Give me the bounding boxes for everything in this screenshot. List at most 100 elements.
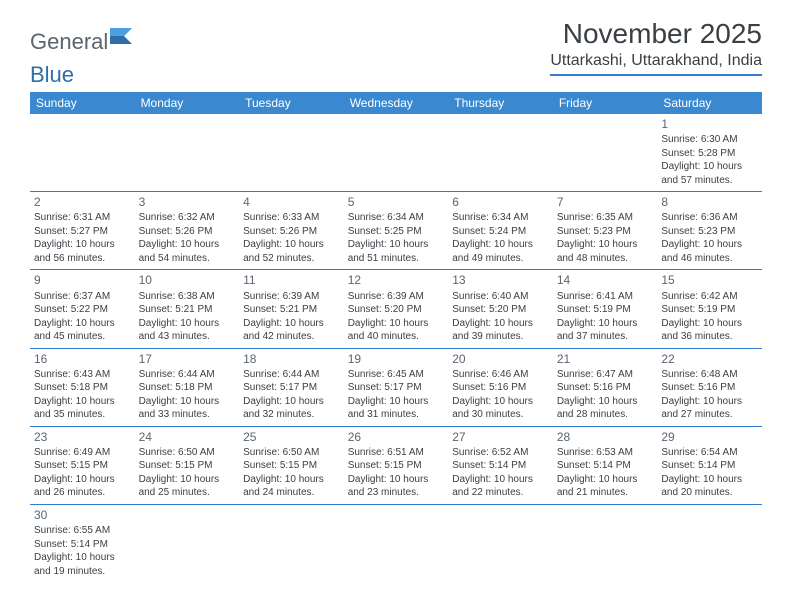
daylight-line: Daylight: 10 hours and 23 minutes. [348, 473, 445, 500]
daylight-line: Daylight: 10 hours and 57 minutes. [661, 160, 758, 187]
sunrise-line: Sunrise: 6:33 AM [243, 211, 340, 225]
daylight-line: Daylight: 10 hours and 45 minutes. [34, 317, 131, 344]
daylight-line: Daylight: 10 hours and 33 minutes. [139, 395, 236, 422]
calendar-table: Sunday Monday Tuesday Wednesday Thursday… [30, 92, 762, 582]
sunset-line: Sunset: 5:26 PM [243, 225, 340, 239]
daylight-line: Daylight: 10 hours and 27 minutes. [661, 395, 758, 422]
sunset-line: Sunset: 5:23 PM [557, 225, 654, 239]
sunset-line: Sunset: 5:27 PM [34, 225, 131, 239]
sunset-line: Sunset: 5:23 PM [661, 225, 758, 239]
calendar-row: 1Sunrise: 6:30 AMSunset: 5:28 PMDaylight… [30, 114, 762, 192]
day-cell: 2Sunrise: 6:31 AMSunset: 5:27 PMDaylight… [30, 192, 135, 270]
daylight-line: Daylight: 10 hours and 43 minutes. [139, 317, 236, 344]
sunrise-line: Sunrise: 6:38 AM [139, 290, 236, 304]
day-cell: 7Sunrise: 6:35 AMSunset: 5:23 PMDaylight… [553, 192, 658, 270]
day-number: 20 [452, 351, 549, 367]
sunrise-line: Sunrise: 6:50 AM [243, 446, 340, 460]
day-cell: 14Sunrise: 6:41 AMSunset: 5:19 PMDayligh… [553, 270, 658, 348]
sunset-line: Sunset: 5:18 PM [34, 381, 131, 395]
day-number: 11 [243, 272, 340, 288]
sunrise-line: Sunrise: 6:44 AM [243, 368, 340, 382]
sunset-line: Sunset: 5:19 PM [661, 303, 758, 317]
day-number: 7 [557, 194, 654, 210]
day-cell: 16Sunrise: 6:43 AMSunset: 5:18 PMDayligh… [30, 348, 135, 426]
day-cell: 28Sunrise: 6:53 AMSunset: 5:14 PMDayligh… [553, 426, 658, 504]
sunrise-line: Sunrise: 6:39 AM [348, 290, 445, 304]
day-number: 16 [34, 351, 131, 367]
daylight-line: Daylight: 10 hours and 36 minutes. [661, 317, 758, 344]
col-tuesday: Tuesday [239, 92, 344, 114]
day-number: 27 [452, 429, 549, 445]
day-number: 1 [661, 116, 758, 132]
daylight-line: Daylight: 10 hours and 28 minutes. [557, 395, 654, 422]
sunrise-line: Sunrise: 6:52 AM [452, 446, 549, 460]
calendar-body: 1Sunrise: 6:30 AMSunset: 5:28 PMDaylight… [30, 114, 762, 582]
sunset-line: Sunset: 5:21 PM [139, 303, 236, 317]
daylight-line: Daylight: 10 hours and 54 minutes. [139, 238, 236, 265]
day-cell: 30Sunrise: 6:55 AMSunset: 5:14 PMDayligh… [30, 504, 135, 582]
empty-cell [239, 504, 344, 582]
sunset-line: Sunset: 5:25 PM [348, 225, 445, 239]
day-cell: 20Sunrise: 6:46 AMSunset: 5:16 PMDayligh… [448, 348, 553, 426]
daylight-line: Daylight: 10 hours and 35 minutes. [34, 395, 131, 422]
day-cell: 11Sunrise: 6:39 AMSunset: 5:21 PMDayligh… [239, 270, 344, 348]
day-number: 9 [34, 272, 131, 288]
sunrise-line: Sunrise: 6:35 AM [557, 211, 654, 225]
daylight-line: Daylight: 10 hours and 56 minutes. [34, 238, 131, 265]
day-number: 4 [243, 194, 340, 210]
daylight-line: Daylight: 10 hours and 32 minutes. [243, 395, 340, 422]
day-number: 8 [661, 194, 758, 210]
logo-text-general: General [30, 29, 108, 55]
sunset-line: Sunset: 5:17 PM [348, 381, 445, 395]
daylight-line: Daylight: 10 hours and 25 minutes. [139, 473, 236, 500]
day-number: 25 [243, 429, 340, 445]
empty-cell [135, 114, 240, 192]
calendar-row: 2Sunrise: 6:31 AMSunset: 5:27 PMDaylight… [30, 192, 762, 270]
day-number: 15 [661, 272, 758, 288]
sunrise-line: Sunrise: 6:34 AM [452, 211, 549, 225]
sunset-line: Sunset: 5:15 PM [139, 459, 236, 473]
sunrise-line: Sunrise: 6:50 AM [139, 446, 236, 460]
daylight-line: Daylight: 10 hours and 40 minutes. [348, 317, 445, 344]
daylight-line: Daylight: 10 hours and 20 minutes. [661, 473, 758, 500]
sunrise-line: Sunrise: 6:37 AM [34, 290, 131, 304]
sunrise-line: Sunrise: 6:45 AM [348, 368, 445, 382]
sunrise-line: Sunrise: 6:41 AM [557, 290, 654, 304]
day-cell: 9Sunrise: 6:37 AMSunset: 5:22 PMDaylight… [30, 270, 135, 348]
day-cell: 22Sunrise: 6:48 AMSunset: 5:16 PMDayligh… [657, 348, 762, 426]
daylight-line: Daylight: 10 hours and 26 minutes. [34, 473, 131, 500]
day-number: 28 [557, 429, 654, 445]
day-cell: 26Sunrise: 6:51 AMSunset: 5:15 PMDayligh… [344, 426, 449, 504]
col-wednesday: Wednesday [344, 92, 449, 114]
empty-cell [30, 114, 135, 192]
day-number: 12 [348, 272, 445, 288]
day-number: 6 [452, 194, 549, 210]
empty-cell [553, 504, 658, 582]
day-cell: 10Sunrise: 6:38 AMSunset: 5:21 PMDayligh… [135, 270, 240, 348]
sunrise-line: Sunrise: 6:55 AM [34, 524, 131, 538]
sunset-line: Sunset: 5:15 PM [243, 459, 340, 473]
day-cell: 1Sunrise: 6:30 AMSunset: 5:28 PMDaylight… [657, 114, 762, 192]
calendar-row: 9Sunrise: 6:37 AMSunset: 5:22 PMDaylight… [30, 270, 762, 348]
empty-cell [239, 114, 344, 192]
day-cell: 3Sunrise: 6:32 AMSunset: 5:26 PMDaylight… [135, 192, 240, 270]
sunset-line: Sunset: 5:14 PM [557, 459, 654, 473]
sunset-line: Sunset: 5:26 PM [139, 225, 236, 239]
day-cell: 25Sunrise: 6:50 AMSunset: 5:15 PMDayligh… [239, 426, 344, 504]
sunrise-line: Sunrise: 6:39 AM [243, 290, 340, 304]
sunset-line: Sunset: 5:28 PM [661, 147, 758, 161]
daylight-line: Daylight: 10 hours and 37 minutes. [557, 317, 654, 344]
logo-text-blue: Blue [30, 62, 762, 88]
empty-cell [553, 114, 658, 192]
sunrise-line: Sunrise: 6:48 AM [661, 368, 758, 382]
sunset-line: Sunset: 5:19 PM [557, 303, 654, 317]
empty-cell [657, 504, 762, 582]
day-number: 17 [139, 351, 236, 367]
day-cell: 6Sunrise: 6:34 AMSunset: 5:24 PMDaylight… [448, 192, 553, 270]
day-cell: 13Sunrise: 6:40 AMSunset: 5:20 PMDayligh… [448, 270, 553, 348]
sunrise-line: Sunrise: 6:53 AM [557, 446, 654, 460]
calendar-row: 30Sunrise: 6:55 AMSunset: 5:14 PMDayligh… [30, 504, 762, 582]
daylight-line: Daylight: 10 hours and 30 minutes. [452, 395, 549, 422]
day-cell: 4Sunrise: 6:33 AMSunset: 5:26 PMDaylight… [239, 192, 344, 270]
day-cell: 23Sunrise: 6:49 AMSunset: 5:15 PMDayligh… [30, 426, 135, 504]
